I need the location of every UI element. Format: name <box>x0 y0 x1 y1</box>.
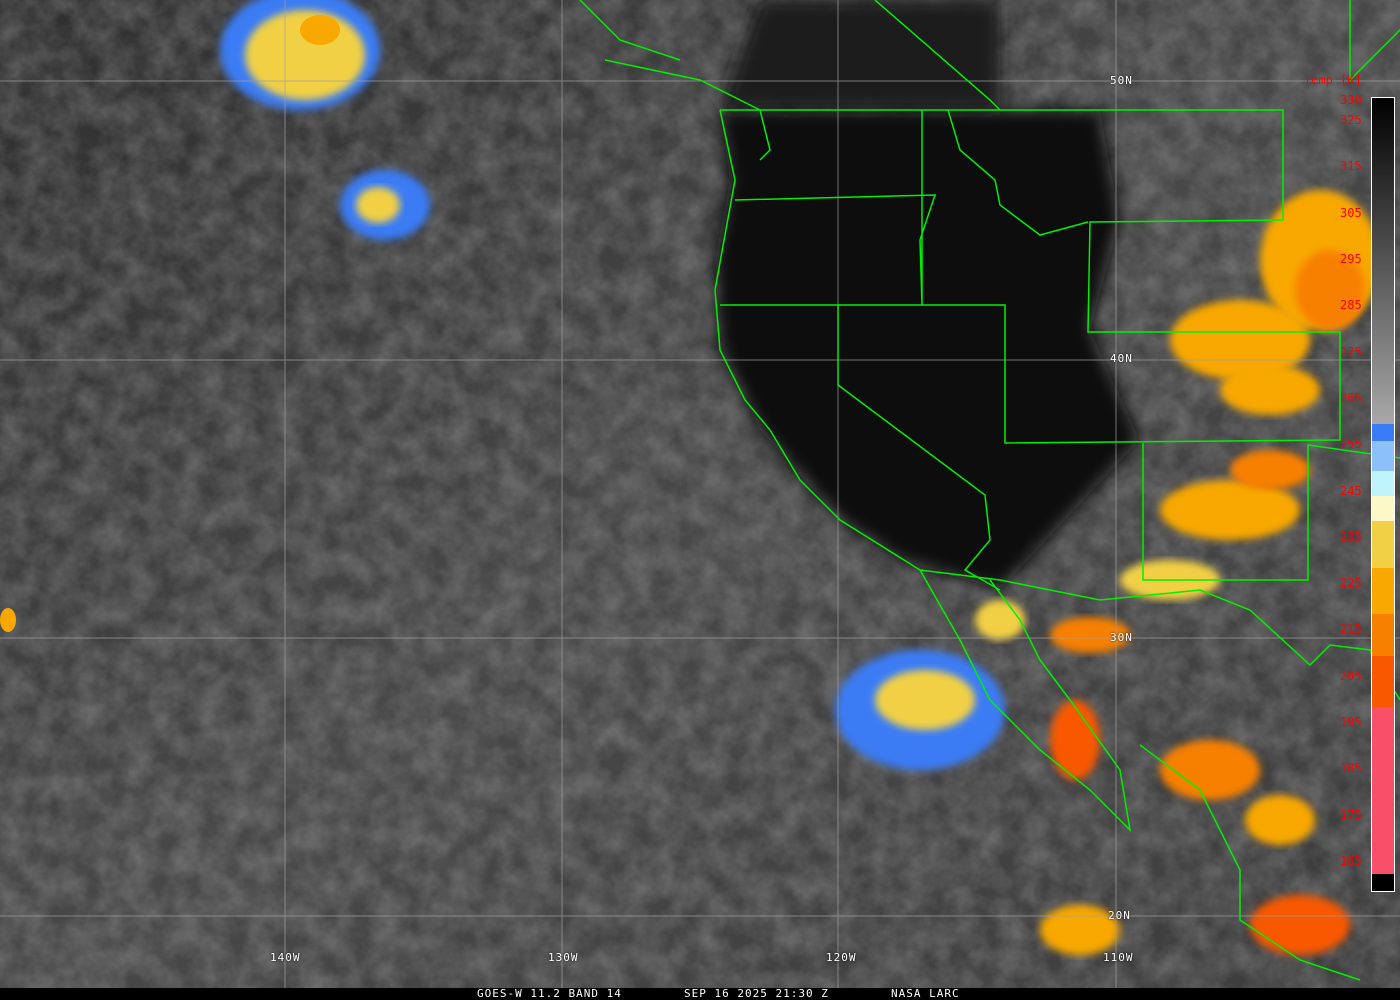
colorbar-tick-label: 330 <box>1340 93 1362 107</box>
lat-label-50n: 50N <box>1110 74 1133 87</box>
colorbar-tick-label: 285 <box>1340 298 1362 313</box>
colorbar-segment <box>1372 707 1394 874</box>
lon-label-130w: 130W <box>548 951 579 964</box>
colorbar-segment <box>1372 521 1394 568</box>
colorbar-tick-label: 315 <box>1340 159 1362 174</box>
colorbar-tick-label: 205 <box>1340 668 1362 683</box>
colorbar-segment <box>1372 656 1394 707</box>
pacific-coastline <box>714 109 1132 833</box>
temperature-colorbar <box>1371 97 1395 892</box>
colorbar-tick-label: 325 <box>1340 113 1362 128</box>
colorbar-tick-label: 295 <box>1340 252 1362 267</box>
caption-source: NASA LARC <box>891 987 960 1000</box>
colorbar-tick-label: 225 <box>1340 576 1362 591</box>
lat-label-20n: 20N <box>1108 909 1131 922</box>
caption-datetime: SEP 16 2025 21:30 Z <box>684 987 829 1000</box>
colorbar-segment <box>1372 496 1394 521</box>
colorbar-tick-label: 265 <box>1340 390 1362 405</box>
lat-label-40n: 40N <box>1110 352 1133 365</box>
colorbar-tick-label: 255 <box>1340 437 1362 452</box>
colorbar-segment <box>1372 424 1394 441</box>
colorbar-segment <box>1372 471 1394 496</box>
colorbar-segment <box>1372 568 1394 614</box>
caption-product: GOES-W 11.2 BAND 14 <box>477 987 622 1000</box>
lon-label-140w: 140W <box>270 951 301 964</box>
colorbar-tick-label: 175 <box>1340 807 1362 822</box>
colorbar-tick-label: 195 <box>1340 715 1362 730</box>
colorbar-segment <box>1372 98 1394 424</box>
lon-label-120w: 120W <box>826 951 857 964</box>
lat-label-30n: 30N <box>1110 631 1133 644</box>
colorbar-tick-label: 245 <box>1340 483 1362 498</box>
colorbar-segment <box>1372 614 1394 656</box>
political-boundaries <box>579 0 1400 981</box>
colorbar-tick-label: 275 <box>1340 344 1362 359</box>
colorbar-segment <box>1372 441 1394 471</box>
colorbar-tick-label: 185 <box>1340 761 1362 776</box>
lon-label-110w: 110W <box>1103 951 1134 964</box>
colorbar-tick-label: 165 <box>1340 853 1362 868</box>
cold-cloud-tops <box>0 0 1380 955</box>
colorbar-tick-label: 305 <box>1340 205 1362 220</box>
colorbar-title: Temp [K] <box>1304 73 1362 87</box>
canada-region <box>720 0 1000 110</box>
image-caption: GOES-W 11.2 BAND 14 SEP 16 2025 21:30 Z … <box>0 988 1400 1000</box>
colorbar-tick-label: 215 <box>1340 622 1362 637</box>
colorbar-tick-label: 235 <box>1340 529 1362 544</box>
